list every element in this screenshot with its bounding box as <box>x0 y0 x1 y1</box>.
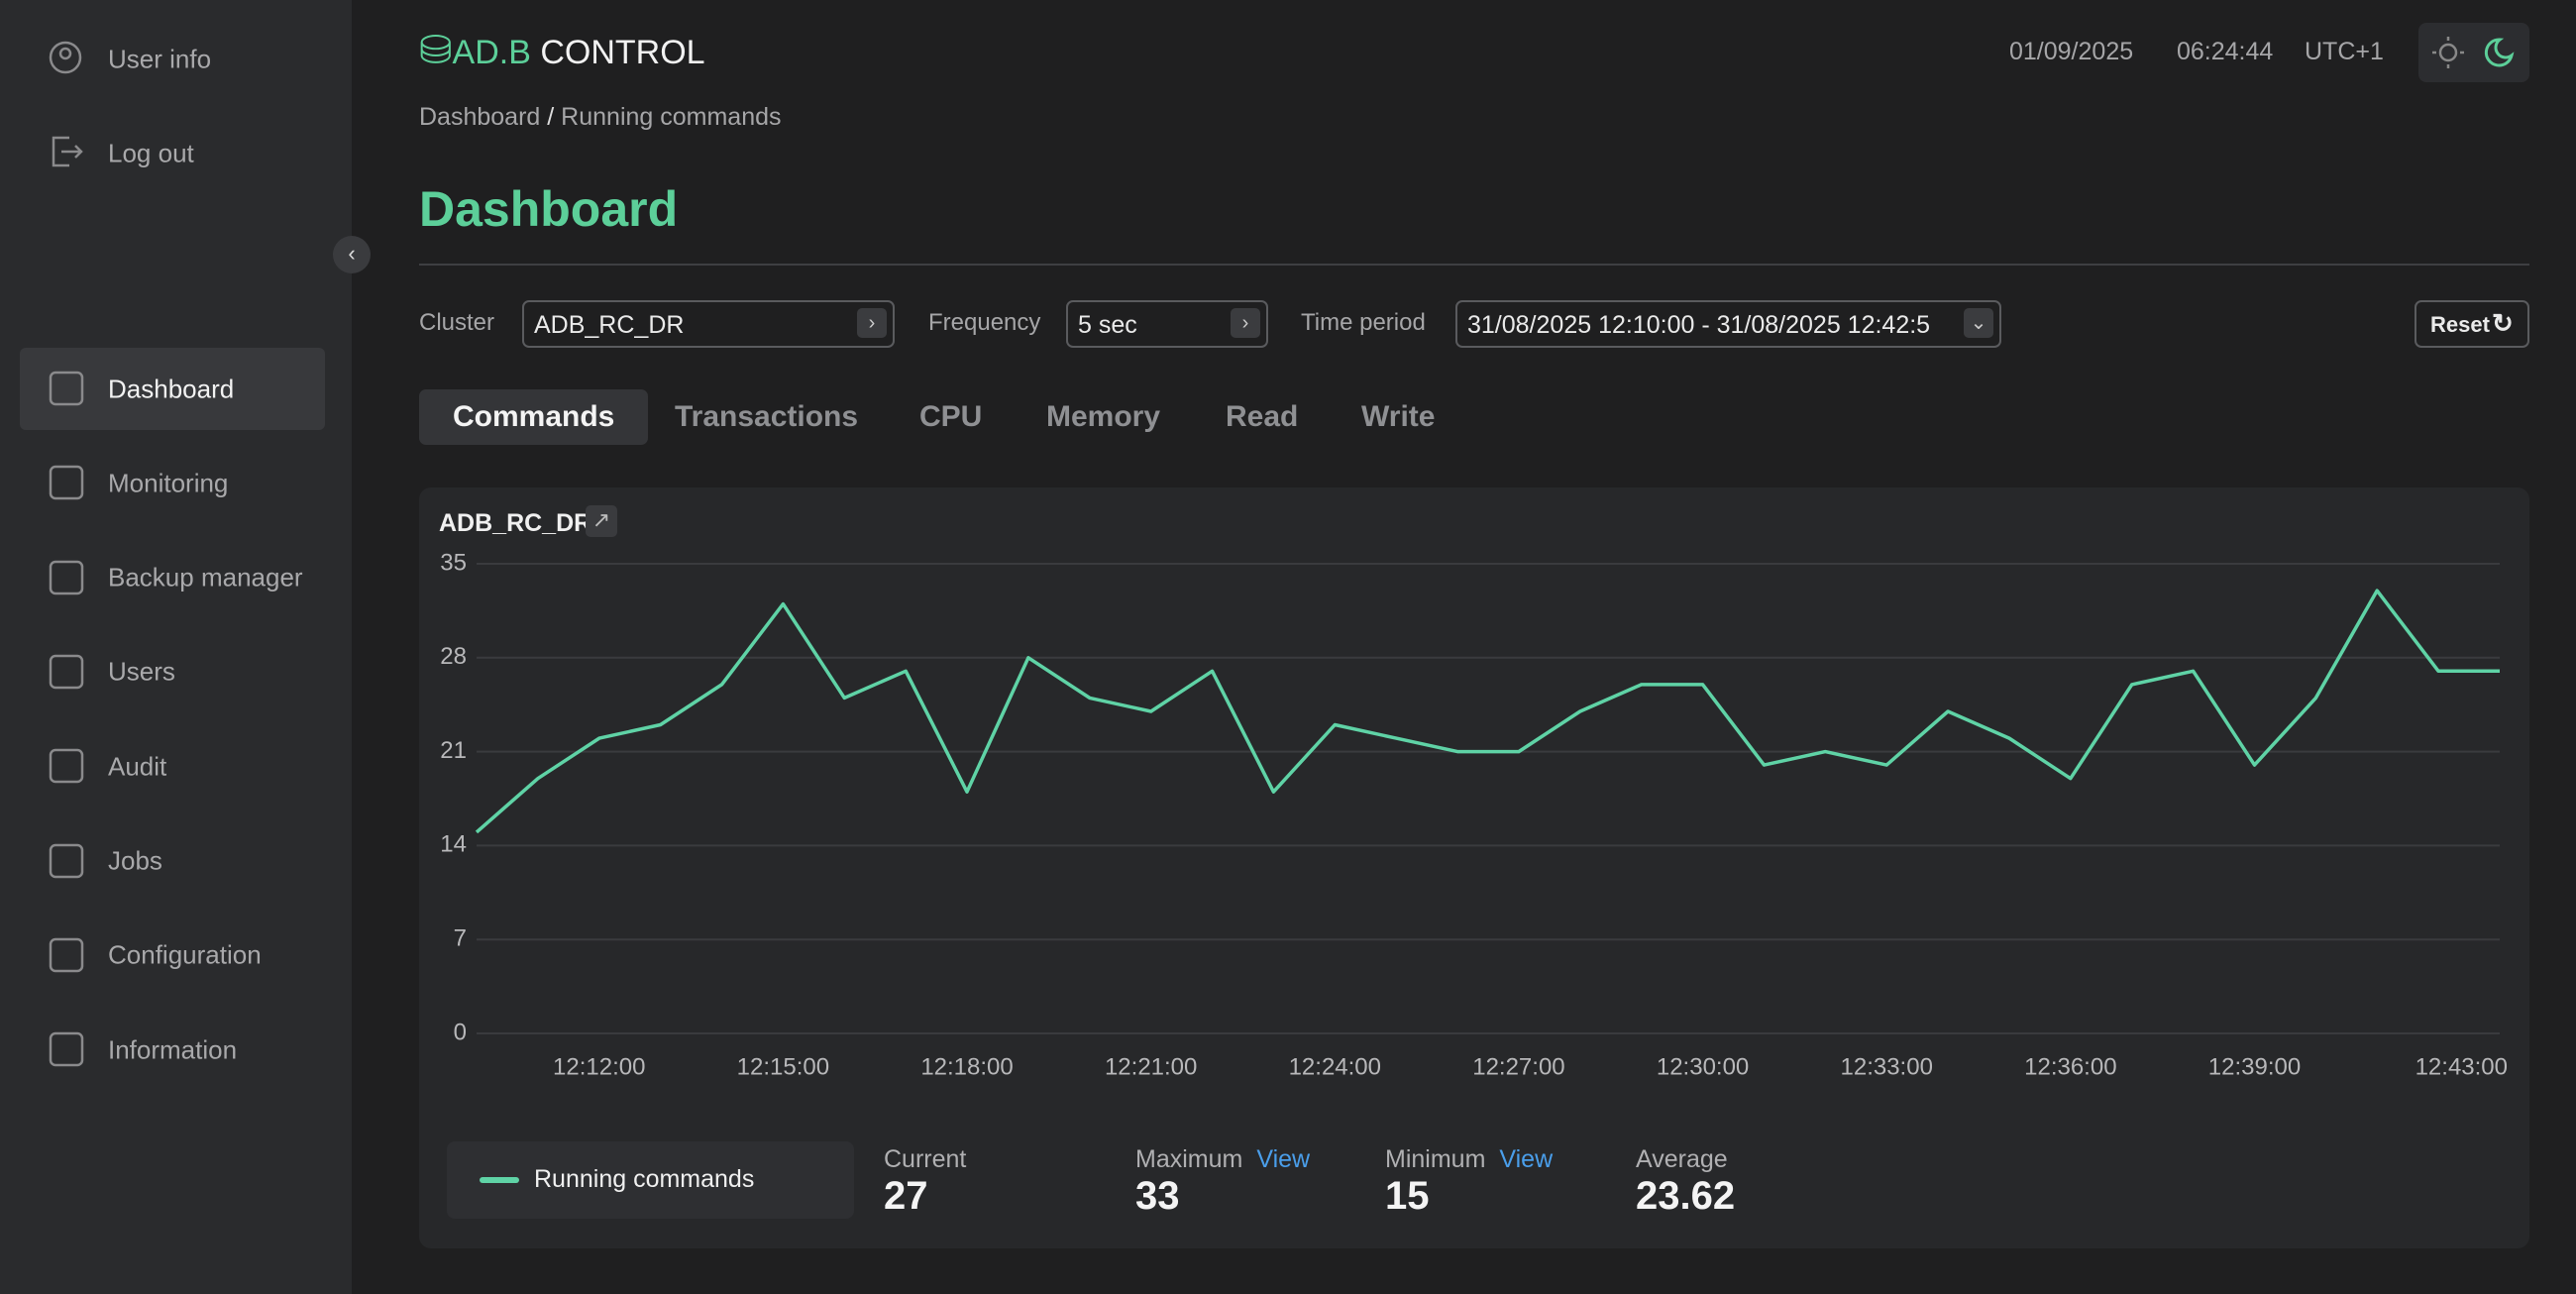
legend-label: Running commands <box>534 1165 754 1194</box>
nav-item[interactable]: Jobs <box>20 820 325 903</box>
label: Log out <box>108 138 194 168</box>
x-tick-label: 12:33:00 <box>1841 1053 1933 1080</box>
series-line <box>477 591 2500 832</box>
x-tick-label: 12:39:00 <box>2208 1053 2301 1080</box>
time: 06:24:44 <box>2177 38 2273 66</box>
crumb[interactable]: Dashboard <box>419 103 540 131</box>
chart-panel: ADB_RC_DR ↗ 071421283512:12:0012:15:0012… <box>419 487 2529 1248</box>
crumb: Running commands <box>561 103 781 131</box>
value: 5 sec <box>1078 311 1137 340</box>
nav-item[interactable]: Backup manager <box>20 537 325 619</box>
filter-label: Frequency <box>928 309 1040 337</box>
nav-item[interactable]: Configuration <box>20 915 325 997</box>
sidebar: User info Log out ‹ DashboardMonitoringB… <box>0 0 352 1294</box>
stat: Maximum View33 <box>1135 1145 1310 1219</box>
value: 31/08/2025 12:10:00 - 31/08/2025 12:42:5 <box>1467 311 1950 340</box>
label: Users <box>108 657 175 688</box>
stat-value: 23.62 <box>1636 1174 1735 1219</box>
label: Audit <box>108 751 166 782</box>
stat-label-row: Average <box>1636 1145 1735 1174</box>
label: User info <box>108 44 211 74</box>
cluster-select[interactable]: ADB_RC_DR› <box>522 300 895 348</box>
stat-label-row: Current <box>884 1145 966 1174</box>
logo-text: CONTROL <box>540 34 704 71</box>
x-tick-label: 12:24:00 <box>1289 1053 1381 1080</box>
tab[interactable]: Memory <box>1046 389 1160 445</box>
timezone: UTC+1 <box>2305 38 2384 66</box>
view-link[interactable]: View <box>1499 1145 1553 1173</box>
x-tick-label: 12:21:00 <box>1105 1053 1197 1080</box>
legend: Running commands <box>447 1141 854 1219</box>
nav-item[interactable]: Dashboard <box>20 348 325 430</box>
collapse-button[interactable]: ‹ <box>333 236 371 273</box>
page-title: Dashboard <box>419 180 678 238</box>
nav-item[interactable]: Monitoring <box>20 442 325 524</box>
stat-value: 33 <box>1135 1174 1310 1219</box>
value: ADB_RC_DR <box>534 311 684 340</box>
x-tick-label: 12:27:00 <box>1472 1053 1564 1080</box>
tab[interactable]: Read <box>1226 389 1298 445</box>
nav-item[interactable]: Audit <box>20 725 325 808</box>
nav-item[interactable]: Information <box>20 1009 325 1091</box>
filter-label: Cluster <box>419 309 494 337</box>
nav-item[interactable]: Users <box>20 631 325 713</box>
x-tick-label: 12:30:00 <box>1657 1053 1749 1080</box>
label: Monitoring <box>108 468 228 498</box>
label: Dashboard <box>108 374 234 404</box>
date: 01/09/2025 <box>2009 38 2133 66</box>
chart: 0 7 14 21 28 35 12:12:00 12:15:00 12:18:00 12:21:… <box>419 487 2529 1102</box>
y-tick-label: 0 <box>454 1019 467 1045</box>
y-tick-label: 28 <box>440 643 467 670</box>
label: Backup manager <box>108 563 303 593</box>
legend-swatch <box>480 1177 519 1183</box>
x-tick-label: 12:15:00 <box>737 1053 829 1080</box>
stat: Minimum View15 <box>1385 1145 1553 1219</box>
x-tick-label: 12:12:00 <box>553 1053 645 1080</box>
filter-label: Time period <box>1301 309 1426 337</box>
x-tick-label: 12:36:00 <box>2024 1053 2116 1080</box>
stat: Average23.62 <box>1636 1145 1735 1219</box>
stat-label: Maximum <box>1135 1145 1242 1173</box>
view-link[interactable]: View <box>1256 1145 1310 1173</box>
tab[interactable]: Transactions <box>675 389 858 445</box>
label: Information <box>108 1034 237 1065</box>
label: Jobs <box>108 846 162 877</box>
reset-button[interactable]: Reset↻ <box>2415 300 2529 348</box>
stat-label-row: Maximum View <box>1135 1145 1310 1174</box>
stat-label: Minimum <box>1385 1145 1485 1173</box>
stat-label-row: Minimum View <box>1385 1145 1553 1174</box>
logo: ⛁AD.B CONTROL <box>419 28 705 73</box>
stat-value: 15 <box>1385 1174 1553 1219</box>
period-select[interactable]: 31/08/2025 12:10:00 - 31/08/2025 12:42:5… <box>1455 300 2001 348</box>
frequency-select[interactable]: 5 sec› <box>1066 300 1268 348</box>
label: Configuration <box>108 940 262 971</box>
divider <box>419 264 2529 266</box>
log-out[interactable]: Log out <box>20 112 325 194</box>
x-tick-label: 12:18:00 <box>920 1053 1013 1080</box>
breadcrumb: Dashboard / Running commands <box>419 103 782 132</box>
theme-toggle[interactable] <box>2418 23 2529 82</box>
tab[interactable]: Commands <box>419 389 648 445</box>
logo-accent: AD.B <box>453 34 531 71</box>
stat-label: Average <box>1636 1145 1728 1173</box>
x-tick-label: 12:43:00 <box>2415 1053 2508 1080</box>
y-tick-label: 21 <box>440 737 467 764</box>
y-tick-label: 14 <box>440 831 467 858</box>
stat: Current27 <box>884 1145 966 1219</box>
stat-label: Current <box>884 1145 966 1173</box>
y-tick-label: 35 <box>440 549 467 576</box>
y-tick-label: 7 <box>454 925 467 952</box>
label: Reset <box>2430 312 2490 338</box>
user-info[interactable]: User info <box>20 18 325 100</box>
tab[interactable]: CPU <box>919 389 982 445</box>
stat-value: 27 <box>884 1174 966 1219</box>
tab[interactable]: Write <box>1361 389 1435 445</box>
